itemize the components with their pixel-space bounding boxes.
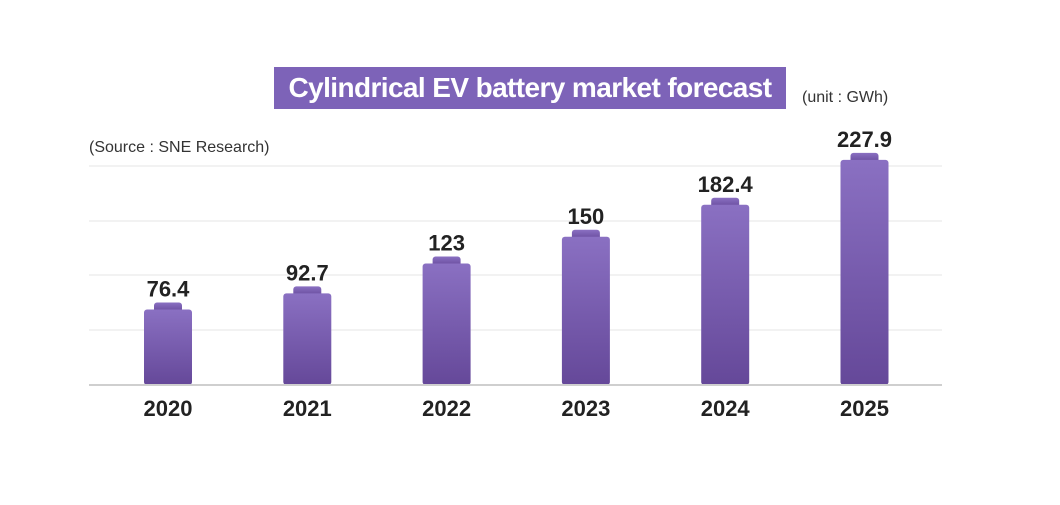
- battery-bar: [561, 229, 610, 385]
- source-note: (Source : SNE Research): [89, 139, 270, 156]
- battery-bar: [422, 256, 471, 385]
- bars: [144, 152, 889, 385]
- bar: [840, 159, 889, 385]
- value-label: 150: [568, 204, 605, 229]
- unit-note: (unit : GWh): [802, 89, 889, 106]
- battery-bar: [144, 302, 192, 385]
- value-label: 123: [428, 230, 465, 255]
- x-tick-label: 2022: [422, 396, 471, 421]
- bar: [144, 309, 192, 385]
- x-tick-label: 2025: [840, 396, 889, 421]
- chart-title-background: [274, 67, 786, 109]
- value-label: 92.7: [286, 260, 329, 285]
- bar: [701, 204, 750, 385]
- chart-title: Cylindrical EV battery market forecast: [288, 72, 773, 103]
- x-tick-label: 2024: [701, 396, 751, 421]
- value-label: 76.4: [147, 277, 191, 302]
- value-labels: 76.4 92.7 123 150 182.4 227.9: [147, 127, 892, 302]
- battery-bar: [701, 197, 750, 385]
- bar: [422, 263, 471, 385]
- x-tick-labels: 2020 2021 2022 2023 2024 2025: [144, 396, 889, 421]
- bar: [561, 236, 610, 385]
- gridlines: [89, 165, 942, 331]
- x-tick-label: 2021: [283, 396, 332, 421]
- value-label: 182.4: [698, 172, 754, 197]
- value-label: 227.9: [837, 127, 892, 152]
- x-tick-label: 2023: [561, 396, 610, 421]
- battery-bar: [840, 152, 889, 385]
- battery-bar: [283, 286, 332, 385]
- bar: [283, 293, 332, 385]
- x-tick-label: 2020: [144, 396, 193, 421]
